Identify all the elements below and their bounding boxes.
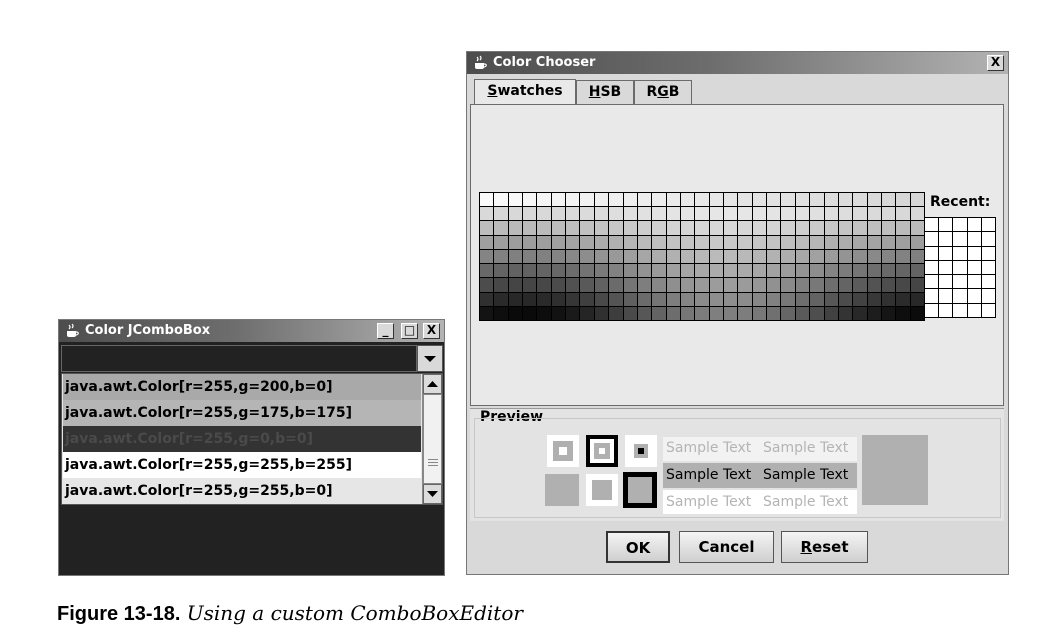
sample-text: Sample Text xyxy=(666,494,752,510)
sample-text: Sample Text xyxy=(763,467,849,483)
scroll-thumb[interactable] xyxy=(423,394,442,484)
preview-sample-row-light xyxy=(663,437,857,461)
chevron-down-icon xyxy=(424,356,436,362)
preview-sample-row-white xyxy=(663,490,857,514)
figure-number: Figure 13-18. xyxy=(57,603,181,625)
close-icon: X xyxy=(990,55,1001,69)
figure-caption: Figure 13-18. Using a custom ComboBoxEdi… xyxy=(57,601,523,626)
combo-popup-list: java.awt.Color[r=255,g=200,b=0] java.awt.… xyxy=(61,373,443,505)
combo-window: Color JComboBox _ □ X java.awt.Color[r=2… xyxy=(58,319,445,576)
tab-hsb[interactable]: HSB xyxy=(576,80,634,104)
preview-swatch-thick-border-square xyxy=(623,472,657,508)
list-item[interactable]: java.awt.Color[r=255,g=175,b=175] xyxy=(63,400,421,426)
figure-caption-text: Using a custom ComboBoxEditor xyxy=(186,601,523,625)
sample-text: Sample Text xyxy=(666,467,752,483)
color-chooser-title: Color Chooser xyxy=(493,55,596,70)
sample-text: Sample Text xyxy=(763,494,849,510)
scroll-up-button[interactable] xyxy=(423,374,442,394)
close-button[interactable]: X xyxy=(987,55,1004,71)
preview-label: Preview xyxy=(480,409,544,425)
preview-color-block xyxy=(862,435,928,505)
list-item[interactable]: java.awt.Color[r=255,g=200,b=0] xyxy=(63,374,421,400)
reset-button[interactable]: Reset xyxy=(781,531,868,563)
preview-swatch-solid-square xyxy=(545,474,579,506)
preview-sample-row-highlight xyxy=(663,463,857,488)
maximize-icon: □ xyxy=(403,323,416,337)
combo-window-title: Color JComboBox xyxy=(85,323,211,338)
combo-editor-field[interactable] xyxy=(61,345,417,372)
preview-inner-border xyxy=(474,418,1001,518)
minimize-icon: _ xyxy=(382,323,389,337)
preview-swatch-bordered-square xyxy=(586,435,618,467)
ok-button[interactable]: OK xyxy=(606,531,670,563)
preview-swatch-dot-square xyxy=(625,435,657,467)
java-cup-icon xyxy=(475,55,487,69)
list-item[interactable]: java.awt.Color[r=255,g=255,b=255] xyxy=(63,452,421,478)
color-chooser-titlebar[interactable]: Color Chooser X xyxy=(467,52,1008,74)
combo-titlebar[interactable]: Color JComboBox _ □ X xyxy=(59,320,444,342)
main-swatch-grid[interactable] xyxy=(479,192,925,321)
chevron-up-icon xyxy=(427,381,438,387)
cancel-button[interactable]: Cancel xyxy=(679,531,774,563)
list-item[interactable]: java.awt.Color[r=255,g=255,b=0] xyxy=(63,478,421,504)
minimize-button[interactable]: _ xyxy=(377,323,394,339)
close-icon: X xyxy=(426,323,437,337)
sample-text: Sample Text xyxy=(763,440,849,456)
combo-arrow-button[interactable] xyxy=(417,345,443,372)
list-item[interactable]: java.awt.Color[r=255,g=0,b=0] xyxy=(63,426,421,452)
preview-swatch-framed-square xyxy=(586,474,618,506)
chevron-down-icon xyxy=(427,491,438,497)
close-button[interactable]: X xyxy=(423,323,440,339)
recent-swatch-grid[interactable] xyxy=(924,217,996,318)
maximize-button[interactable]: □ xyxy=(401,323,418,339)
preview-swatch-small-square xyxy=(547,435,579,467)
list-scrollbar[interactable] xyxy=(422,374,442,504)
tab-swatches[interactable]: Swatches xyxy=(474,79,576,105)
java-cup-icon xyxy=(67,323,79,337)
recent-label: Recent: xyxy=(930,194,991,210)
scroll-down-button[interactable] xyxy=(423,484,442,504)
sample-text: Sample Text xyxy=(666,440,752,456)
tab-rgb[interactable]: RGB xyxy=(634,80,692,104)
